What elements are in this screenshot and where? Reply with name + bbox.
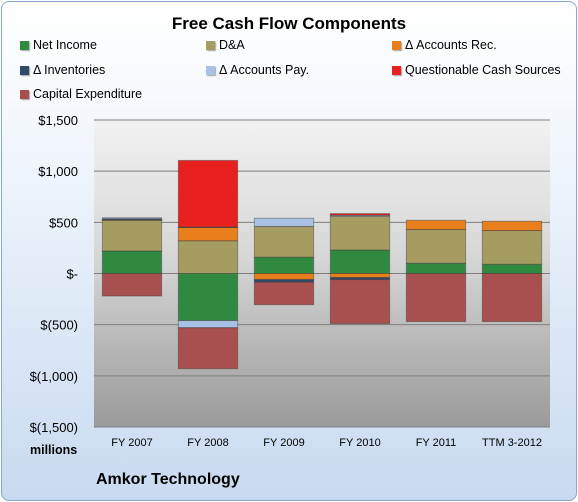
- x-category-label: FY 2007: [111, 437, 152, 449]
- bar-segment: [101, 219, 163, 252]
- legend-swatch: [20, 40, 29, 50]
- legend-label: D&A: [219, 38, 245, 52]
- legend-item-da: D&A: [206, 38, 245, 52]
- bar-segment: [329, 273, 391, 279]
- bar-segment: [253, 273, 315, 281]
- bar-segment: [177, 320, 239, 329]
- legend-label: Δ Accounts Rec.: [405, 38, 497, 52]
- bar-segment: [177, 240, 239, 274]
- bar-segment: [177, 159, 239, 228]
- gridlines: [94, 119, 550, 428]
- legend-swatch: [392, 40, 401, 50]
- legend-item-accounts-rec: Δ Accounts Rec.: [392, 38, 497, 52]
- legend-item-accounts-pay: Δ Accounts Pay.: [206, 63, 309, 77]
- legend-label: Capital Expenditure: [33, 87, 143, 101]
- bar-segment: [253, 281, 315, 306]
- legend-item-questionable-cash-sources: Questionable Cash Sources: [392, 63, 561, 77]
- y-axis: $1,500 $1,000 $500 $- $(500) $(1,000) $(1,500): [30, 113, 78, 435]
- bar-segment: [177, 226, 239, 228]
- y-tick-label: $500: [49, 215, 78, 230]
- legend-label: Δ Accounts Pay.: [219, 63, 310, 77]
- bar-segment: [481, 273, 543, 323]
- y-tick-label: $-: [66, 267, 78, 282]
- x-category-label: TTM 3-2012: [482, 437, 542, 449]
- bar-segment: [253, 256, 315, 275]
- bar-segment: [177, 226, 239, 242]
- x-category-label: FY 2009: [263, 437, 304, 449]
- legend-swatch: [20, 65, 29, 75]
- bar-segment: [481, 230, 543, 265]
- bar-segment: [481, 263, 543, 275]
- bar-segment: [329, 249, 391, 274]
- legend-swatch: [206, 40, 215, 50]
- bar-segment: [101, 250, 163, 274]
- bar-segment: [101, 217, 163, 220]
- x-category-label: FY 2011: [416, 437, 457, 449]
- y-tick-label: $(500): [40, 318, 78, 333]
- bar-segment: [177, 273, 239, 322]
- legend-swatch: [392, 65, 401, 75]
- bar-segment: [481, 220, 543, 232]
- legend-label: Δ Inventories: [33, 63, 106, 77]
- bar-segment: [253, 225, 315, 258]
- bar-segment: [253, 217, 315, 227]
- x-category-label: FY 2008: [187, 437, 228, 449]
- bar-segment: [405, 262, 467, 274]
- x-category-label: FY 2010: [339, 437, 380, 449]
- legend-swatch: [206, 65, 215, 75]
- bar-segment: [329, 277, 391, 281]
- x-axis: FY 2007 FY 2008 FY 2009 FY 2010 FY 2011 TTM 3…: [111, 437, 542, 449]
- bar-segment: [329, 213, 391, 216]
- bar-segment: [405, 219, 467, 230]
- legend-label: Questionable Cash Sources: [405, 63, 561, 77]
- legend-swatch: [20, 89, 29, 99]
- bar-segment: [405, 228, 467, 264]
- bar-segment: [405, 273, 467, 323]
- company-name: Amkor Technology: [96, 471, 240, 488]
- bar-segment: [101, 273, 163, 297]
- bar-segment: [177, 327, 239, 370]
- units-label: millions: [30, 443, 78, 457]
- y-tick-label: $1,000: [38, 164, 78, 179]
- bar-segment: [329, 215, 391, 251]
- legend-item-capital-expenditure: Capital Expenditure: [20, 87, 142, 101]
- legend-item-net-income: Net Income: [20, 38, 97, 52]
- legend-item-inventories: Δ Inventories: [20, 63, 105, 77]
- y-tick-label: $(1,000): [30, 369, 78, 384]
- y-tick-label: $(1,500): [30, 420, 78, 435]
- legend-label: Net Income: [33, 38, 97, 52]
- bar-segment: [329, 279, 391, 325]
- y-tick-label: $1,500: [38, 113, 78, 128]
- bars: [101, 159, 543, 370]
- chart-title: Free Cash Flow Components: [171, 14, 407, 33]
